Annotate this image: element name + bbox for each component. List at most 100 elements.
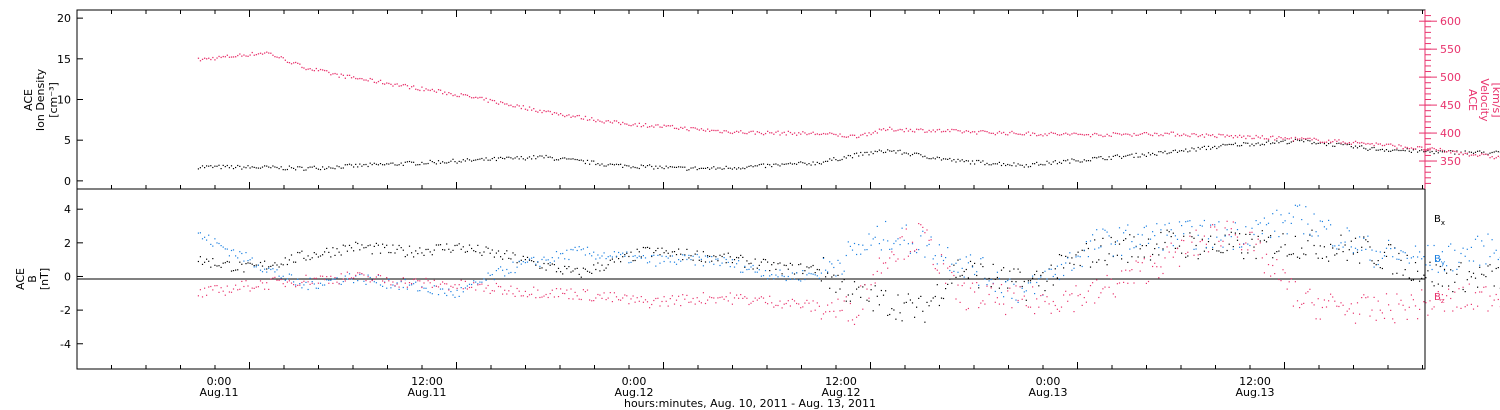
- velocity-point: [1344, 142, 1346, 144]
- bx-point: [1272, 257, 1274, 259]
- by-point: [1468, 260, 1470, 262]
- bz-point: [1435, 295, 1437, 297]
- bz-point: [812, 300, 814, 302]
- by-point: [632, 255, 634, 257]
- velocity-point: [756, 131, 758, 133]
- velocity-point: [727, 131, 729, 133]
- velocity-point: [1367, 142, 1369, 145]
- velocity-point: [733, 131, 736, 133]
- velocity-point: [1092, 133, 1094, 136]
- bz-point: [1065, 290, 1067, 292]
- by-point: [1176, 238, 1179, 240]
- velocity-point: [717, 129, 719, 132]
- by-point: [1046, 278, 1048, 280]
- by-point: [907, 243, 909, 245]
- density-point: [384, 164, 386, 166]
- density-axis-label-1: ACE: [22, 89, 35, 111]
- density-point: [709, 168, 711, 170]
- velocity-point: [1214, 136, 1216, 138]
- by-point: [1015, 299, 1017, 301]
- by-point: [1154, 235, 1156, 237]
- velocity-point: [1299, 138, 1301, 140]
- by-point: [1464, 255, 1466, 257]
- bz-point: [208, 286, 210, 288]
- by-point: [667, 257, 669, 259]
- x-tick-time-6: 12:00: [1239, 375, 1271, 388]
- bz-point: [1073, 311, 1075, 313]
- bx-point: [557, 267, 560, 269]
- by-point: [976, 271, 978, 273]
- velocity-point: [241, 55, 243, 57]
- density-point: [411, 161, 413, 163]
- by-point: [1212, 246, 1214, 248]
- density-point: [346, 164, 348, 166]
- by-point: [1321, 220, 1323, 223]
- by-point: [448, 288, 450, 290]
- velocity-point: [1404, 146, 1406, 148]
- velocity-point: [764, 132, 767, 135]
- bx-point: [665, 250, 667, 252]
- density-point: [1073, 159, 1075, 161]
- by-point: [303, 284, 305, 286]
- density-point: [982, 160, 984, 162]
- velocity-point: [1139, 133, 1141, 135]
- bx-point: [593, 264, 595, 266]
- by-point: [591, 255, 593, 257]
- bx-point: [1495, 267, 1497, 270]
- bz-point: [514, 295, 516, 297]
- bz-point: [1443, 310, 1446, 312]
- velocity-point: [1149, 134, 1152, 136]
- by-point: [1193, 248, 1195, 250]
- density-point: [1181, 150, 1183, 152]
- bz-point: [1402, 304, 1404, 306]
- density-point: [1439, 150, 1441, 152]
- bx-point: [1087, 247, 1089, 250]
- by-point: [222, 246, 224, 248]
- by-point: [1354, 247, 1357, 249]
- by-point: [1054, 273, 1056, 276]
- bx-point: [487, 247, 489, 249]
- velocity-point: [386, 82, 388, 84]
- velocity-point: [1222, 134, 1224, 136]
- density-point: [657, 167, 659, 169]
- density-point: [1296, 139, 1299, 141]
- by-point: [282, 275, 284, 277]
- bz-point: [680, 305, 682, 307]
- bx-point: [247, 262, 249, 264]
- density-point: [752, 166, 754, 168]
- bx-point: [887, 314, 889, 316]
- by-point: [889, 248, 891, 250]
- density-point: [1224, 144, 1226, 146]
- velocity-point: [994, 134, 996, 136]
- bz-point: [800, 307, 802, 309]
- bx-point: [1400, 259, 1402, 261]
- density-point: [1257, 142, 1259, 144]
- bz-point: [808, 302, 810, 304]
- bz-point: [288, 280, 290, 282]
- density-point: [1487, 153, 1489, 155]
- bz-point: [1290, 278, 1292, 280]
- bz-point: [1110, 278, 1112, 280]
- bx-point: [340, 254, 342, 256]
- by-point: [1187, 220, 1189, 222]
- bz-point: [1259, 242, 1261, 244]
- bz-point: [837, 298, 839, 300]
- velocity-point: [874, 130, 876, 132]
- bx-point: [1280, 246, 1282, 248]
- velocity-point: [1431, 147, 1433, 149]
- bz-point: [1210, 226, 1212, 228]
- by-point: [235, 255, 237, 257]
- bz-point: [1005, 313, 1007, 316]
- by-point: [413, 283, 415, 285]
- density-point: [1021, 164, 1023, 166]
- density-point: [1000, 164, 1003, 167]
- by-point: [239, 251, 241, 253]
- by-point: [827, 271, 829, 273]
- bx-point: [1288, 253, 1290, 256]
- bx-point: [1199, 253, 1201, 255]
- density-point: [1288, 142, 1290, 144]
- bz-point: [276, 279, 278, 281]
- velocity-point: [620, 123, 622, 126]
- by-point: [1257, 223, 1259, 225]
- bx-point: [605, 267, 607, 269]
